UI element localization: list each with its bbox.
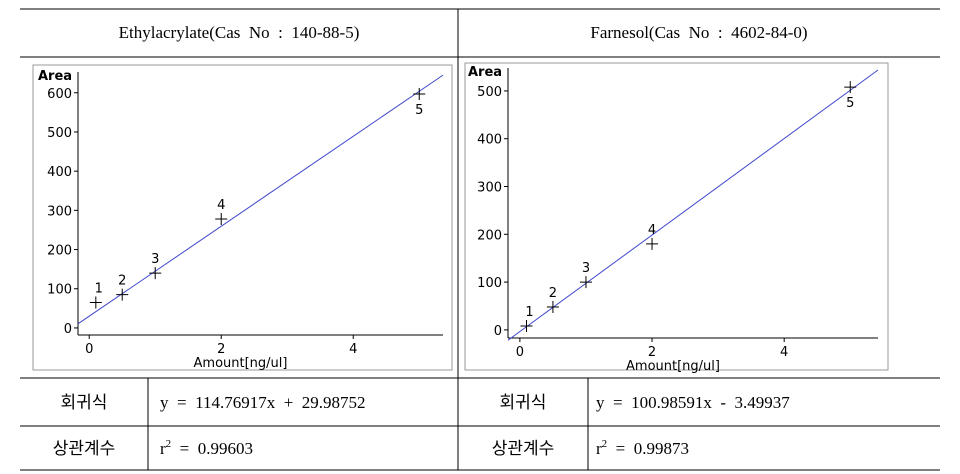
chart-frame [464, 62, 889, 371]
cell: r2 = 0.99873 [596, 438, 689, 458]
point [520, 320, 533, 333]
x-axis-label: Amount[ng/ul] [626, 359, 720, 374]
x-tick-label: 4 [780, 345, 788, 360]
y-tick-label: 300 [47, 204, 72, 219]
y-tick-label: 100 [477, 276, 502, 291]
y-tick-label: 100 [47, 283, 72, 298]
point [546, 300, 559, 313]
y-tick-label: 300 [477, 181, 502, 196]
cell: y = 100.98591x - 3.49937 [596, 393, 790, 412]
x-tick-label: 2 [217, 342, 225, 357]
cell: 상관계수 [53, 439, 116, 458]
point [646, 237, 659, 250]
point [116, 288, 129, 301]
cell: 회귀식 [500, 393, 547, 412]
x-tick-label: 4 [349, 342, 357, 357]
point-label: 1 [95, 281, 103, 296]
cell: y = 114.76917x + 29.98752 [160, 393, 366, 412]
y-tick-label: 600 [47, 87, 72, 102]
cell: 상관계수 [492, 439, 555, 458]
point-label: 2 [118, 274, 126, 289]
x-tick-label: 2 [648, 345, 656, 360]
point-label: 5 [846, 96, 854, 111]
y-tick-label: 0 [64, 322, 72, 337]
point-label: 3 [582, 261, 590, 276]
x-tick-label: 0 [516, 345, 524, 360]
point [413, 87, 426, 100]
cell: r2 = 0.99603 [160, 438, 253, 458]
y-axis-label: Area [468, 65, 502, 80]
point-label: 4 [648, 223, 656, 238]
x-axis-label: Amount[ng/ul] [194, 356, 288, 371]
header: Farnesol(Cas No : 4602-84-0) [590, 23, 807, 42]
chart-frame [32, 64, 453, 371]
fit-line [507, 69, 879, 341]
cell: 회귀식 [61, 393, 108, 412]
point-label: 4 [217, 198, 225, 213]
y-tick-label: 500 [477, 85, 502, 100]
y-tick-label: 0 [494, 324, 502, 339]
header: Ethylacrylate(Cas No : 140-88-5) [119, 23, 360, 42]
y-tick-label: 200 [47, 244, 72, 259]
y-tick-label: 400 [47, 165, 72, 180]
point [844, 81, 857, 94]
point-label: 1 [525, 305, 533, 320]
y-axis-label: Area [38, 69, 72, 84]
point [149, 267, 162, 280]
y-tick-label: 200 [477, 228, 502, 243]
point [89, 296, 102, 309]
fit-line [77, 74, 444, 325]
point-label: 5 [415, 103, 423, 118]
x-tick-label: 0 [85, 342, 93, 357]
point [215, 212, 228, 225]
y-tick-label: 500 [47, 126, 72, 141]
point-label: 2 [549, 286, 557, 301]
y-tick-label: 400 [477, 133, 502, 148]
point-label: 3 [151, 252, 159, 267]
point [579, 276, 592, 289]
